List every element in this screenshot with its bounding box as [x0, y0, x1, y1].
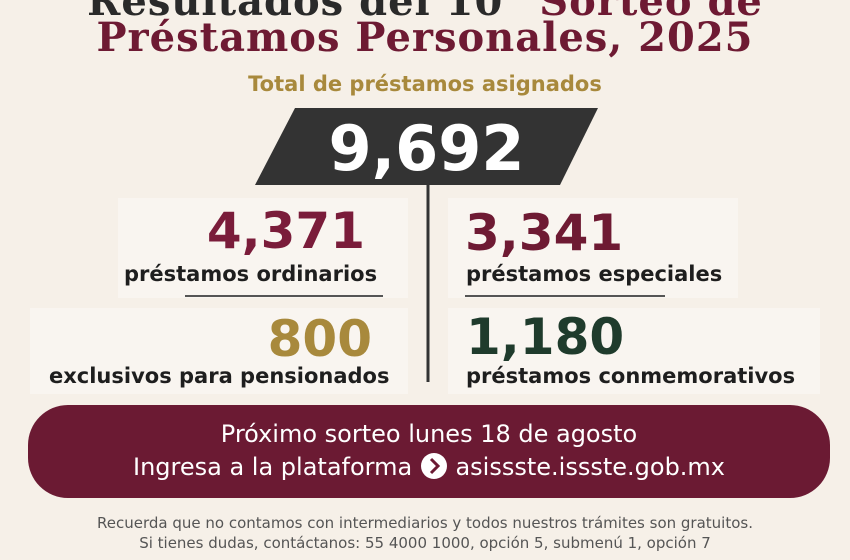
title-line-1: Resultados del 10° Sorteo de: [0, 0, 850, 25]
cell-bg: [448, 198, 738, 298]
count-label: préstamos ordinarios: [124, 262, 378, 286]
cell-bg: [448, 308, 820, 394]
cell-bg: [30, 308, 408, 394]
count-label: préstamos conmemorativos: [466, 364, 796, 388]
total-value: 9,692: [328, 112, 525, 185]
banner-line: Próximo sorteo lunes 18 de agosto: [220, 420, 638, 448]
title-line-2: Préstamos Personales, 2025: [96, 14, 754, 61]
banner: Próximo sorteo lunes 18 de agosto Ingres…: [28, 405, 830, 498]
title-part: Sorteo de: [539, 0, 763, 25]
count-label: exclusivos para pensionados: [49, 364, 390, 388]
arrow-icon: [420, 453, 447, 479]
title-part: Resultados del 10°: [87, 0, 525, 25]
banner-text: Ingresa a la plataforma: [132, 453, 413, 481]
count: 3,341: [465, 204, 624, 262]
footer-line: Recuerda que no contamos con intermediar…: [97, 514, 753, 532]
count: 1,180: [466, 308, 625, 366]
link[interactable]: asissste.issste.gob.mx: [455, 453, 726, 481]
footer-line: Si tienes dudas, contáctanos: 55 4000 10…: [139, 534, 711, 552]
count-label: préstamos especiales: [466, 262, 723, 286]
count: 800: [267, 310, 372, 368]
cell-bg: [118, 198, 408, 298]
underline: [185, 295, 383, 297]
total-badge: [255, 108, 598, 185]
banner-line: Ingresa a la plataforma asissste.issste.…: [28, 452, 830, 481]
subtitle: Total de préstamos asignados: [248, 72, 602, 96]
count: 4,371: [206, 202, 365, 260]
underline: [465, 295, 665, 297]
